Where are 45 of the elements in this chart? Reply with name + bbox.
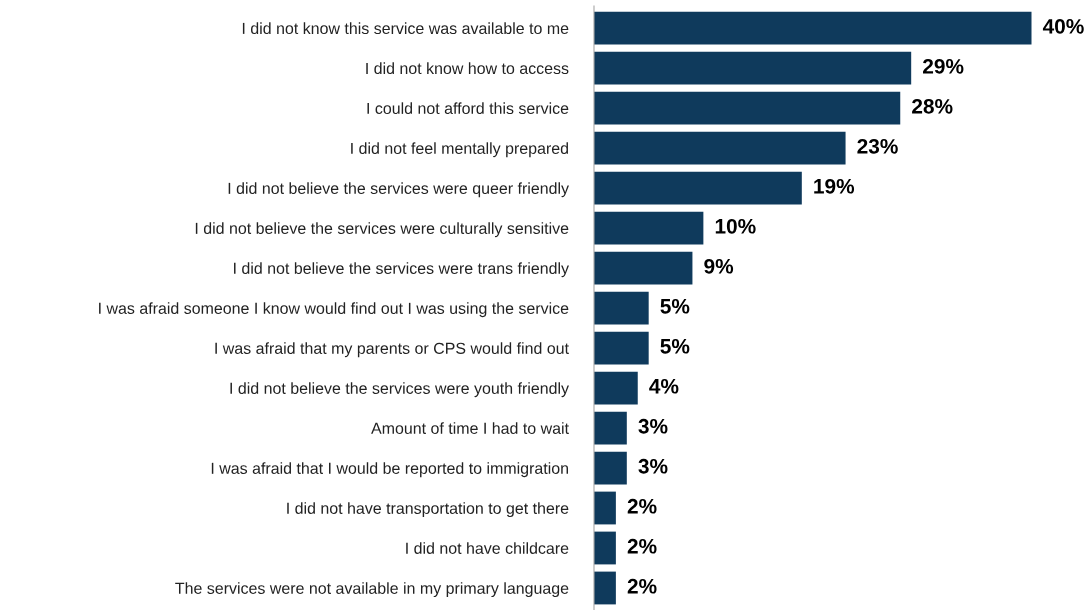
bar (594, 331, 649, 365)
y-tick-label: I was afraid someone I know would find out I was using the service (99, 302, 569, 318)
y-tick-label: I did not believe the services were youth friendly (230, 382, 569, 398)
bar (594, 211, 704, 245)
data-label: 3% (638, 458, 668, 474)
data-label: 28% (912, 98, 953, 114)
data-label: 9% (704, 258, 734, 274)
y-tick-label: I did not believe the services were culturally sensitive (195, 222, 569, 238)
bar (594, 51, 912, 85)
y-tick-label: I did not feel mentally prepared (351, 142, 568, 158)
y-tick-label: I was afraid that I would be reported to immigration (211, 462, 568, 478)
data-label: 23% (857, 138, 898, 154)
data-label: 3% (638, 418, 668, 434)
bar (594, 131, 846, 165)
y-tick-label: Amount of time I had to wait (371, 422, 569, 434)
bar (594, 91, 901, 125)
data-label: 2% (627, 538, 657, 554)
data-label: 2% (627, 498, 657, 514)
bar (594, 411, 627, 445)
y-tick-label: I could not afford this service (367, 102, 569, 115)
y-tick-label: The services were not available in my primary language (175, 582, 569, 598)
data-label: 10% (715, 218, 756, 234)
y-tick-label: I did not have transportation to get there (287, 502, 569, 518)
bar (594, 371, 638, 405)
y-tick-label: I did not know this service was available to me (242, 22, 569, 35)
y-tick-label: I did not have childcare (406, 542, 569, 554)
data-label: 2% (627, 578, 657, 594)
bar (594, 11, 1032, 45)
data-label: 4% (649, 378, 679, 394)
bar (594, 251, 693, 285)
y-tick-label: I did not believe the services were trans friendly (234, 262, 569, 278)
y-tick-label: I did not know how to access (366, 62, 569, 75)
data-label: 5% (660, 338, 690, 354)
data-label: 40% (1042, 18, 1084, 34)
y-tick-label: I was afraid that my parents or CPS would find out (215, 342, 569, 358)
bar (594, 171, 802, 205)
y-tick-label: I did not believe the services were queer friendly (228, 182, 569, 198)
data-label: 29% (923, 58, 964, 74)
bar (594, 571, 616, 605)
bar (594, 451, 627, 485)
data-label: 5% (660, 298, 690, 314)
bar (594, 491, 616, 525)
bar (594, 291, 649, 325)
bar (594, 531, 616, 565)
data-label: 19% (814, 178, 855, 194)
